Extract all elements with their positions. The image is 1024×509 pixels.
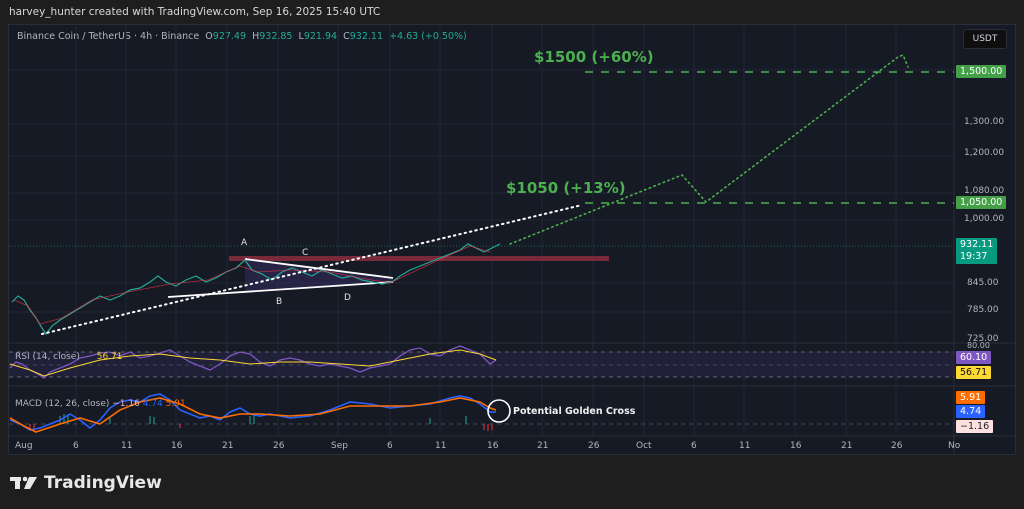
time-tick: 6 xyxy=(387,441,393,451)
time-tick: Sep xyxy=(331,441,348,451)
time-tick: Aug xyxy=(15,441,33,451)
symbol-legend: Binance Coin / TetherUS · 4h · Binance O… xyxy=(17,31,467,42)
rsi-axis-tick: 80.00 xyxy=(967,341,990,350)
price-tick: 1,300.00 xyxy=(964,117,1005,127)
time-tick: No xyxy=(948,441,961,451)
time-tick: 11 xyxy=(435,441,447,451)
bar-countdown: 19:37 xyxy=(960,251,988,262)
price-tick: 1,000.00 xyxy=(964,214,1005,224)
target-1050-label: $1050 (+13%) xyxy=(506,179,626,197)
low-value: 921.94 xyxy=(303,31,338,42)
target-1500-label: $1500 (+60%) xyxy=(534,48,654,66)
rsi-ma-tag: 56.71 xyxy=(956,366,992,379)
time-tick: 21 xyxy=(537,441,549,451)
price-tick: 845.00 xyxy=(967,278,999,288)
golden-cross-label: Potential Golden Cross xyxy=(513,406,636,417)
rsi-value-tag: 60.10 xyxy=(956,351,992,364)
time-tick: 6 xyxy=(73,441,79,451)
time-tick: 6 xyxy=(691,441,697,451)
time-tick: 26 xyxy=(891,441,903,451)
price-tick: 785.00 xyxy=(967,305,999,315)
time-tick: 16 xyxy=(487,441,499,451)
target-1500-tag: 1,500.00 xyxy=(956,65,1007,78)
time-tick: 21 xyxy=(841,441,853,451)
chart-caption: harvey_hunter created with TradingView.c… xyxy=(9,6,381,18)
time-tick: 16 xyxy=(790,441,802,451)
time-tick: Oct xyxy=(636,441,652,451)
point-c-label: C xyxy=(302,248,309,258)
change-value: +4.63 (+0.50%) xyxy=(389,31,467,42)
tradingview-logo-icon xyxy=(10,476,37,489)
last-price-tag: 932.11 19:37 xyxy=(956,238,998,264)
tradingview-logo[interactable]: TradingView xyxy=(10,473,162,493)
rsi-label: RSI (14, close) 56.71 xyxy=(15,352,123,362)
brand-name: TradingView xyxy=(44,473,162,493)
time-tick: 21 xyxy=(222,441,234,451)
target-1050-tag: 1,050.00 xyxy=(956,196,1007,209)
price-tick: 725.00 xyxy=(967,334,999,344)
macd-signal-tag: 5.91 xyxy=(956,391,986,404)
macd-value-tag: 4.74 xyxy=(956,405,986,418)
close-value: 932.11 xyxy=(349,31,384,42)
golden-cross-circle xyxy=(487,399,511,423)
time-tick: 16 xyxy=(171,441,183,451)
point-d-label: D xyxy=(344,293,351,303)
point-a-label: A xyxy=(241,238,248,248)
macd-hist-tag: −1.16 xyxy=(956,420,994,433)
resistance-zone xyxy=(229,256,609,261)
open-value: 927.49 xyxy=(212,31,247,42)
point-b-label: B xyxy=(276,297,283,307)
price-tick: 1,200.00 xyxy=(964,148,1005,158)
time-tick: 26 xyxy=(588,441,600,451)
time-tick: 26 xyxy=(273,441,285,451)
time-tick: 11 xyxy=(739,441,751,451)
currency-button[interactable]: USDT xyxy=(963,29,1007,49)
macd-label: MACD (12, 26, close) −1.16 4.74 5.91 xyxy=(15,399,186,409)
price-tick: 1,080.00 xyxy=(964,186,1005,196)
time-tick: 11 xyxy=(121,441,133,451)
high-value: 932.85 xyxy=(259,31,293,42)
symbol-title: Binance Coin / TetherUS · 4h · Binance xyxy=(17,31,200,42)
